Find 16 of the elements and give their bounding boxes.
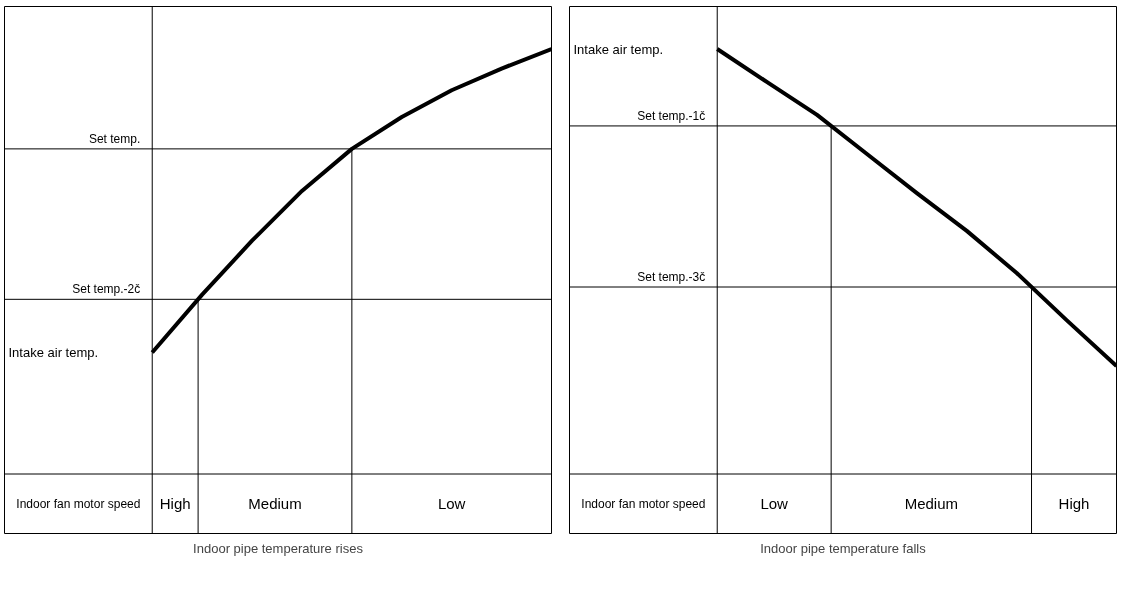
text: Medium xyxy=(248,495,302,513)
ref-line-label: Set temp.-1č xyxy=(637,108,706,123)
annotation: Intake air temp. xyxy=(573,41,664,57)
ref-line-label: Set temp.-3č xyxy=(637,270,706,284)
ref-line-label: Set temp. xyxy=(88,131,141,146)
ref-line-label: Set temp.-2č xyxy=(72,282,141,297)
text: Indoor fan motor speed xyxy=(581,496,706,511)
text: High xyxy=(159,495,191,513)
text: High xyxy=(1058,495,1090,513)
x-axis-title: Indoor pipe temperature falls xyxy=(760,540,927,556)
text: Medium xyxy=(904,495,959,513)
text: Low xyxy=(437,495,466,513)
text: Intake air temp. xyxy=(8,344,99,360)
text: Indoor fan motor speed xyxy=(16,496,141,511)
x-axis-title: Indoor pipe temperature rises xyxy=(193,540,364,556)
text: Low xyxy=(760,495,789,513)
